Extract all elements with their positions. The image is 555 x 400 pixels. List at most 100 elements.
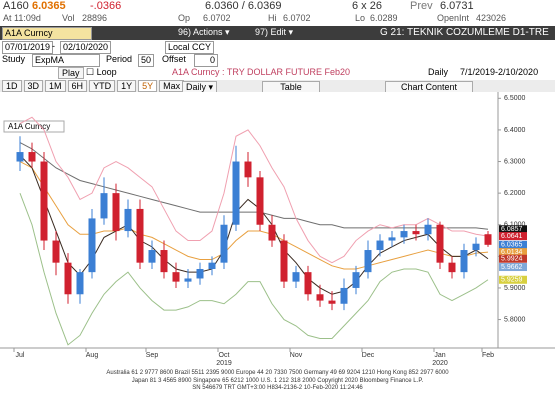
tab-bar: 1D 3D 1M 6H YTD 1Y 5Y Max Daily ▾ Table Chart C…	[0, 80, 555, 93]
prev: 6.0731	[440, 0, 474, 12]
command-bar: A1A Curncy 96) Actions ▾ 97) Edit ▾ G 21…	[0, 26, 555, 40]
candle-body	[196, 268, 204, 279]
y-tick-label: 6.3000	[504, 158, 526, 165]
candle-body	[52, 240, 60, 263]
chart: A1A Curncy 5.80005.90006.00006.10006.200…	[0, 92, 555, 370]
end-date[interactable]: 02/10/2020	[60, 41, 112, 54]
open: 6.0702	[203, 13, 231, 23]
offset-input[interactable]: 0	[194, 54, 218, 67]
candle-body	[340, 287, 348, 304]
candle-body	[352, 272, 360, 288]
last-value-label: 6.0641	[501, 233, 523, 240]
play-row: Play ☐ Loop A1A Curncy : TRY DOLLAR FUTU…	[0, 67, 555, 80]
oi: 423026	[476, 13, 507, 23]
candle-body	[100, 193, 108, 219]
last-value-box	[499, 275, 527, 284]
study-select[interactable]: ExpMA	[32, 54, 100, 67]
y-tick-label: 5.8000	[504, 316, 526, 323]
range-tab[interactable]: Max	[159, 80, 185, 92]
ticker: A160	[3, 0, 29, 12]
vol: 28896	[82, 13, 108, 23]
last-value-label: 6.0365	[501, 242, 523, 249]
candle-body	[28, 152, 36, 162]
candle-body	[460, 250, 468, 273]
security-input[interactable]: A1A Curncy	[2, 27, 92, 40]
period-label: Period	[106, 54, 133, 64]
candle-body	[364, 250, 372, 273]
candle-body	[412, 231, 420, 235]
last-value-box	[499, 254, 527, 263]
footer-line: SN 546679 TRT GMT+3:00 H834-2136-2 10-Fe…	[192, 385, 363, 391]
x-tick-label: Nov	[290, 352, 303, 359]
x-tick-label: Sep	[146, 352, 159, 359]
y-tick-label: 6.1000	[504, 222, 526, 229]
candle-body	[136, 208, 144, 263]
time-label: At	[3, 13, 12, 23]
range-tab[interactable]: 3D	[23, 80, 44, 92]
range-tab[interactable]: YTD	[89, 80, 116, 92]
last-price: 6.0365	[32, 0, 66, 12]
candle-body	[148, 250, 156, 263]
footer-line: Japan 81 3 4565 8900 Singapore 65 6212 1…	[131, 377, 424, 384]
x-tick-label: Aug	[86, 352, 99, 359]
candle-body	[112, 193, 120, 232]
time: 11:09d	[14, 13, 41, 23]
candle-body	[40, 161, 48, 241]
period-input[interactable]: 50	[138, 54, 155, 67]
loop-check[interactable]: ☐ Loop	[86, 67, 117, 77]
currency-select[interactable]: Local CCY	[165, 41, 215, 54]
footer: Australia 61 2 9777 8600 Brazil 5511 239…	[0, 370, 555, 393]
start-date[interactable]: 07/01/2019	[2, 41, 54, 54]
play-button[interactable]: Play	[58, 67, 84, 79]
range-tab[interactable]: 1Y	[117, 80, 137, 92]
offset-label: Offset	[162, 54, 186, 64]
indicator-line	[19, 142, 489, 230]
range-tabs: 1D 3D 1M 6H YTD 1Y 5Y Max	[2, 80, 186, 92]
last-value-label: 6.0134	[501, 249, 523, 256]
chart-bg	[0, 92, 555, 370]
vol-label: Vol	[62, 13, 75, 23]
candle-body	[436, 224, 444, 263]
last-value-label: 5.9259	[501, 277, 523, 284]
range-tab[interactable]: 1M	[45, 80, 66, 92]
frequency: Daily	[428, 67, 449, 77]
candle-body	[208, 262, 216, 269]
candle-body	[232, 161, 240, 225]
candle-body	[88, 218, 96, 273]
y-tick-label: 6.5000	[504, 95, 526, 102]
candle-body	[160, 250, 168, 273]
x-tick-label: Oct	[219, 352, 230, 359]
candle-body	[244, 161, 252, 178]
candle-body	[388, 237, 396, 241]
year-label: 2019	[216, 360, 232, 367]
last-value-label: 5.9662	[501, 264, 523, 271]
indicator-line	[19, 116, 489, 264]
chart-title: A1A Curncy : TRY DOLLAR FUTURE Feb20	[172, 67, 351, 77]
last-value-label: 6.0857	[501, 226, 523, 233]
bid-ask: 6.0360 / 6.0369	[205, 0, 282, 12]
candle-body	[424, 224, 432, 235]
hi: 6.0702	[283, 13, 311, 23]
candle-body	[64, 262, 72, 295]
edit-menu[interactable]: 97) Edit ▾	[255, 27, 294, 37]
candle-body	[484, 234, 492, 245]
indicator-line	[19, 154, 489, 295]
range-tab[interactable]: 6H	[67, 80, 88, 92]
candle-body	[472, 243, 480, 251]
range-tab[interactable]: 1D	[2, 80, 22, 92]
study-row: Study ExpMA Period 50 Offset 0	[0, 54, 555, 67]
change: -.0366	[90, 0, 122, 12]
indicator-line	[19, 192, 489, 346]
actions-menu[interactable]: 96) Actions ▾	[178, 27, 230, 37]
x-tick-label: Jan	[434, 352, 445, 359]
candle-body	[328, 300, 336, 304]
candle-body	[268, 224, 276, 241]
x-tick-label: Feb	[482, 352, 494, 359]
y-tick-label: 6.2000	[504, 190, 526, 197]
range-tab[interactable]: 5Y	[138, 80, 158, 92]
x-tick-label: Jul	[16, 352, 25, 359]
candle-body	[292, 272, 300, 282]
candle-body	[280, 240, 288, 282]
study-label: Study	[2, 54, 26, 64]
